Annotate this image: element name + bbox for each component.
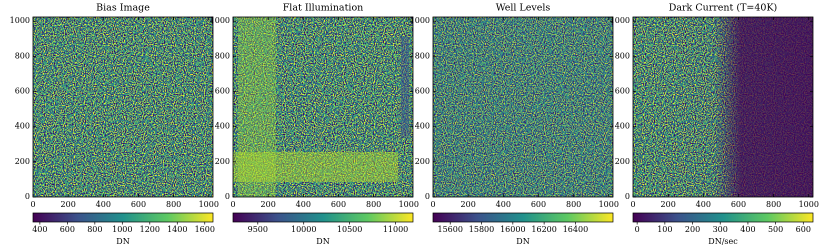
y-tick-label: 200 xyxy=(615,157,630,166)
x-tick-label: 0 xyxy=(230,200,235,209)
colorbar-tick-label: 11000 xyxy=(383,225,408,234)
panel-title: Dark Current (T=40K) xyxy=(669,3,778,14)
y-tick-label: 0 xyxy=(625,192,630,201)
x-tick-label: 400 xyxy=(696,200,711,209)
x-tick-label: 1000 xyxy=(599,200,619,209)
x-tick-label: 800 xyxy=(166,200,181,209)
x-tick-label: 800 xyxy=(566,200,581,209)
colorbar-label: DN/sec xyxy=(708,237,738,246)
panel-title: Well Levels xyxy=(496,3,551,14)
colorbar-tick-label: 1000 xyxy=(112,225,132,234)
x-tick-label: 200 xyxy=(261,200,276,209)
panel-title: Flat Illumination xyxy=(283,3,364,14)
colorbar-tick-label: 10000 xyxy=(291,225,316,234)
x-tick-label: 800 xyxy=(366,200,381,209)
colorbar-tick-label: 400 xyxy=(32,225,47,234)
y-tick-label: 0 xyxy=(25,192,30,201)
x-tick-label: 0 xyxy=(30,200,35,209)
bright-band xyxy=(233,152,398,182)
y-tick-label: 600 xyxy=(415,87,430,96)
colorbar-tick-label: 600 xyxy=(796,225,811,234)
x-tick-label: 200 xyxy=(461,200,476,209)
dark-edge xyxy=(401,37,409,137)
colorbar-tick-label: 200 xyxy=(685,225,700,234)
colorbar-tick-label: 15800 xyxy=(469,225,494,234)
colorbar xyxy=(432,212,614,223)
shade xyxy=(433,17,613,197)
colorbar-tick-label: 1600 xyxy=(195,225,215,234)
x-tick-label: 800 xyxy=(766,200,781,209)
axes-frame xyxy=(232,16,414,198)
y-tick-label: 400 xyxy=(615,122,630,131)
x-tick-label: 600 xyxy=(331,200,346,209)
image xyxy=(433,17,613,197)
colorbar-label: DN xyxy=(516,237,529,246)
colorbar-tick-label: 1400 xyxy=(167,225,187,234)
y-tick-label: 800 xyxy=(615,51,630,60)
image xyxy=(233,17,413,197)
y-tick-label: 400 xyxy=(15,122,30,131)
y-tick-label: 600 xyxy=(215,87,230,96)
bright-band xyxy=(238,17,276,197)
colorbar-tick-label: 500 xyxy=(768,225,783,234)
y-tick-label: 800 xyxy=(15,51,30,60)
x-tick-label: 600 xyxy=(731,200,746,209)
colorbar-tick-label: 1200 xyxy=(140,225,160,234)
y-tick-label: 400 xyxy=(215,122,230,131)
colorbar-tick-label: 300 xyxy=(713,225,728,234)
x-tick-label: 1000 xyxy=(799,200,819,209)
x-tick-label: 0 xyxy=(630,200,635,209)
colorbar-tick-label: 16400 xyxy=(563,225,588,234)
colorbar-tick-label: 800 xyxy=(87,225,102,234)
panel-title: Bias Image xyxy=(96,3,150,14)
y-tick-label: 800 xyxy=(215,51,230,60)
colorbar xyxy=(32,212,214,223)
x-tick-label: 400 xyxy=(296,200,311,209)
y-tick-label: 0 xyxy=(225,192,230,201)
x-tick-label: 200 xyxy=(661,200,676,209)
x-tick-label: 1000 xyxy=(199,200,219,209)
axes-frame xyxy=(32,16,214,198)
y-tick-label: 0 xyxy=(425,192,430,201)
colorbar xyxy=(232,212,414,223)
x-tick-label: 0 xyxy=(430,200,435,209)
image xyxy=(33,17,213,197)
y-tick-label: 400 xyxy=(415,122,430,131)
colorbar-tick-label: 9500 xyxy=(248,225,268,234)
x-tick-label: 200 xyxy=(61,200,76,209)
y-tick-label: 800 xyxy=(415,51,430,60)
y-tick-label: 200 xyxy=(415,157,430,166)
axes-frame xyxy=(432,16,614,198)
y-tick-label: 600 xyxy=(15,87,30,96)
x-tick-label: 600 xyxy=(531,200,546,209)
y-tick-label: 1000 xyxy=(210,16,230,25)
axes-frame xyxy=(632,16,814,198)
y-tick-label: 1000 xyxy=(610,16,630,25)
x-tick-label: 400 xyxy=(96,200,111,209)
colorbar-tick-label: 0 xyxy=(635,225,640,234)
y-tick-label: 200 xyxy=(215,157,230,166)
colorbar-label: DN xyxy=(316,237,329,246)
colorbar-tick-label: 10500 xyxy=(337,225,362,234)
y-tick-label: 200 xyxy=(15,157,30,166)
y-tick-label: 1000 xyxy=(10,16,30,25)
colorbar-tick-label: 16000 xyxy=(500,225,525,234)
colorbar-label: DN xyxy=(116,237,129,246)
colorbar-tick-label: 15600 xyxy=(437,225,462,234)
dark-region xyxy=(633,17,813,197)
y-tick-label: 1000 xyxy=(410,16,430,25)
colorbar-tick-label: 100 xyxy=(657,225,672,234)
colorbar-tick-label: 600 xyxy=(60,225,75,234)
colorbar-tick-label: 16200 xyxy=(531,225,556,234)
y-tick-label: 600 xyxy=(615,87,630,96)
x-tick-label: 400 xyxy=(496,200,511,209)
colorbar xyxy=(632,212,814,223)
x-tick-label: 600 xyxy=(131,200,146,209)
x-tick-label: 1000 xyxy=(399,200,419,209)
colorbar-tick-label: 400 xyxy=(740,225,755,234)
